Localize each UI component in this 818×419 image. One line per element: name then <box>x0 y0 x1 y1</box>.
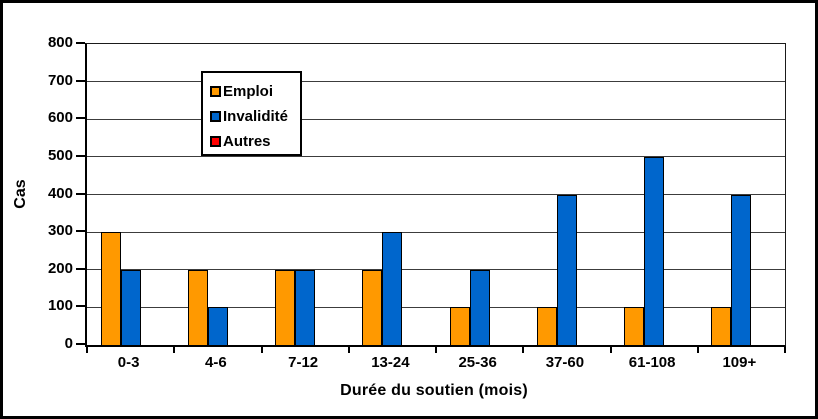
legend-label-autres: Autres <box>223 132 271 150</box>
y-tick-label-400: 400 <box>47 184 73 202</box>
plot-area <box>85 43 786 353</box>
y-tick-label-200: 200 <box>47 259 73 277</box>
bar-emploi-4-6 <box>187 269 208 345</box>
gridline-400 <box>87 194 785 195</box>
y-tick-label-300: 300 <box>47 222 73 240</box>
x-category-label-4-6: 4-6 <box>205 354 227 371</box>
bar-emploi-7-12 <box>275 269 296 345</box>
y-tick-300 <box>76 230 85 233</box>
gridline-500 <box>87 156 785 158</box>
bar-emploi-37-60 <box>536 307 557 345</box>
x-tick-4 <box>435 347 437 353</box>
bar-invalidité-25-36 <box>469 269 490 345</box>
gridline-200 <box>87 269 785 271</box>
gridline-700 <box>87 81 785 83</box>
legend: Emploi Invalidité Autres <box>201 71 302 156</box>
legend-swatch-autres-icon <box>210 136 221 147</box>
y-tick-400 <box>76 192 85 195</box>
y-tick-600 <box>76 117 85 120</box>
legend-item-invalidité: Invalidité <box>210 104 300 129</box>
bar-emploi-13-24 <box>362 269 383 345</box>
bar-invalidité-37-60 <box>556 194 577 345</box>
bar-invalidité-61-108 <box>644 156 665 345</box>
x-tick-8 <box>784 347 786 353</box>
legend-swatch-invalidité-icon <box>210 111 221 122</box>
x-tick-6 <box>609 347 612 353</box>
x-category-label-61-108: 61-108 <box>628 354 676 371</box>
gridline-600 <box>87 118 785 120</box>
x-category-label-25-36: 25-36 <box>458 354 497 371</box>
bar-emploi-25-36 <box>449 307 470 345</box>
bar-invalidité-0-3 <box>120 269 141 345</box>
legend-item-autres: Autres <box>210 129 300 154</box>
bar-invalidité-109+ <box>731 194 752 345</box>
y-tick-200 <box>76 267 85 270</box>
y-tick-100 <box>76 305 85 308</box>
y-tick-700 <box>76 79 85 82</box>
bar-emploi-109+ <box>711 307 732 345</box>
y-tick-label-700: 700 <box>47 71 73 89</box>
bar-invalidité-7-12 <box>295 269 316 345</box>
y-tick-label-800: 800 <box>47 34 73 51</box>
x-tick-7 <box>696 347 699 353</box>
x-axis-title: Durée du soutien (mois) <box>340 382 528 399</box>
x-category-label-13-24: 13-24 <box>371 354 410 371</box>
y-tick-label-500: 500 <box>47 146 73 164</box>
y-tick-label-600: 600 <box>47 109 73 127</box>
bar-invalidité-4-6 <box>207 307 228 345</box>
legend-item-emploi: Emploi <box>210 79 300 104</box>
legend-swatch-emploi-icon <box>210 86 221 97</box>
y-tick-label-100: 100 <box>47 297 73 315</box>
x-category-label-109+: 109+ <box>722 354 757 371</box>
gridline-100 <box>87 306 785 308</box>
legend-label-emploi: Emploi <box>223 82 274 100</box>
x-category-label-7-12: 7-12 <box>288 354 319 371</box>
x-category-label-0-3: 0-3 <box>117 354 140 371</box>
y-tick-0 <box>76 343 85 345</box>
y-tick-500 <box>76 154 85 157</box>
x-tick-3 <box>347 347 350 353</box>
bar-emploi-0-3 <box>100 232 121 345</box>
gridline-300 <box>87 231 785 233</box>
x-tick-0 <box>86 347 88 353</box>
x-tick-2 <box>260 347 263 353</box>
x-tick-5 <box>522 347 525 353</box>
legend-label-invalidité: Invalidité <box>223 107 289 125</box>
x-tick-1 <box>173 347 176 353</box>
bar-emploi-61-108 <box>624 307 645 345</box>
bar-invalidité-13-24 <box>382 232 403 345</box>
y-tick-800 <box>76 42 85 44</box>
x-category-label-37-60: 37-60 <box>545 354 585 371</box>
y-tick-label-0: 0 <box>64 335 73 352</box>
